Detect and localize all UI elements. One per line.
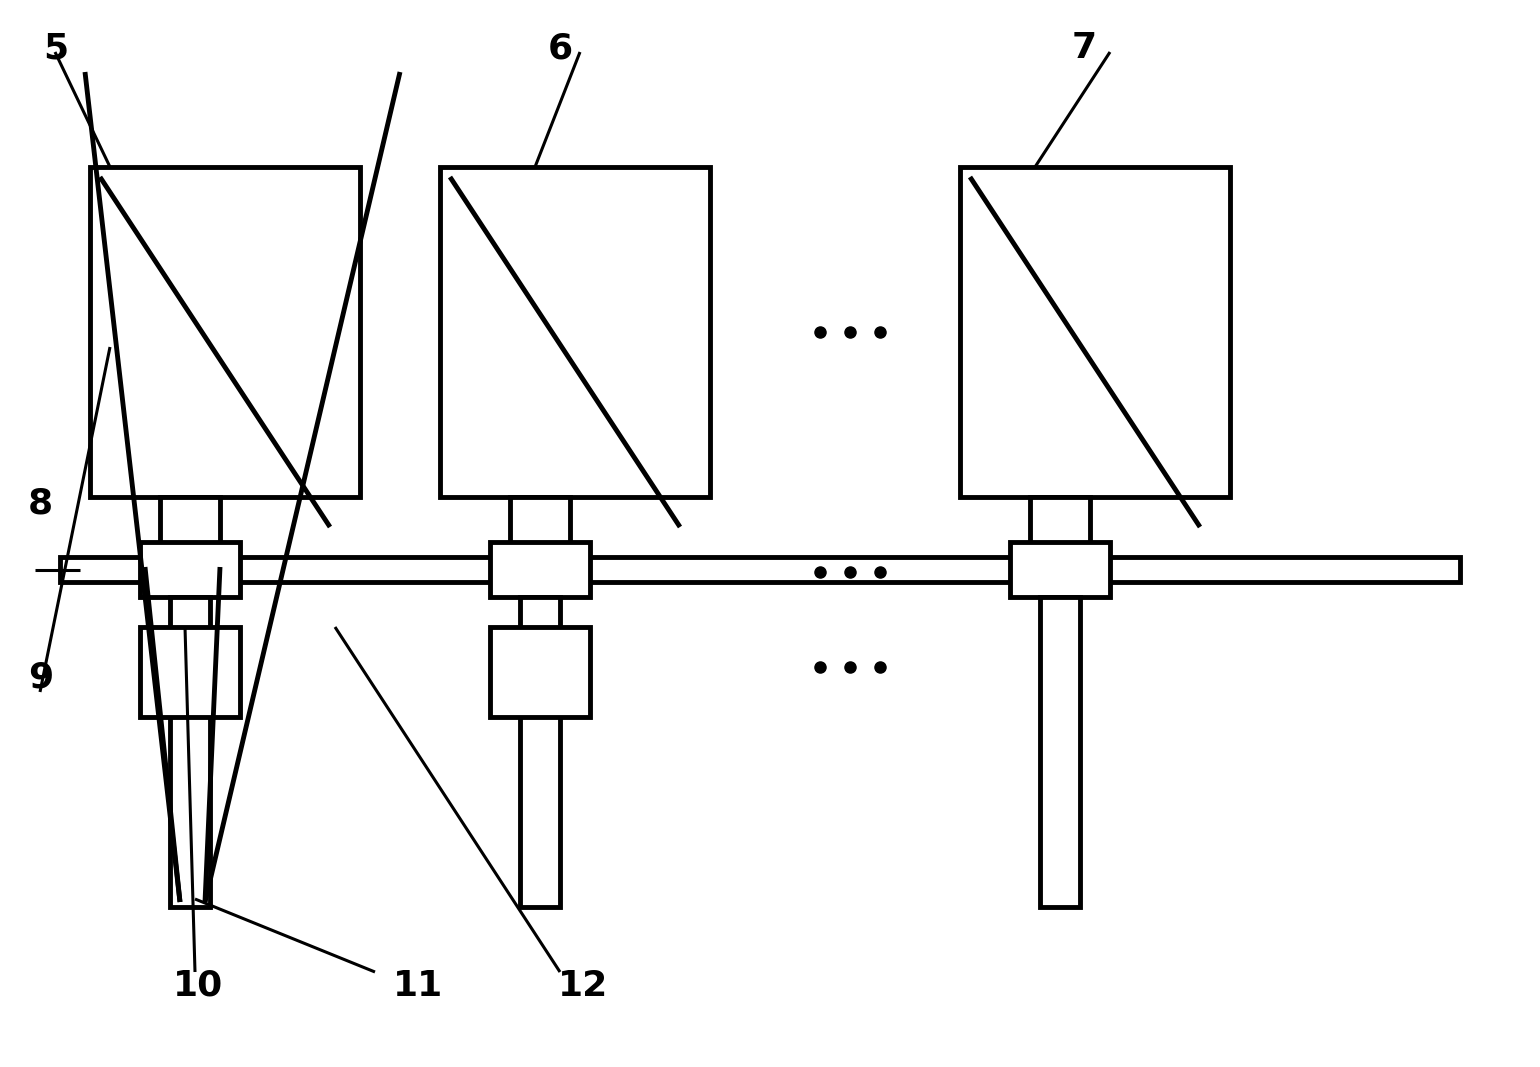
- Bar: [959, 168, 1230, 497]
- Text: 10: 10: [172, 969, 223, 1003]
- Bar: [510, 497, 570, 557]
- Bar: [440, 168, 710, 497]
- Bar: [140, 627, 240, 717]
- Bar: [1040, 598, 1080, 907]
- Text: 12: 12: [557, 969, 608, 1003]
- Bar: [89, 168, 360, 497]
- Bar: [140, 542, 240, 598]
- Bar: [490, 542, 590, 598]
- Text: 9: 9: [28, 660, 52, 695]
- Bar: [490, 627, 590, 717]
- Text: 11: 11: [393, 969, 444, 1003]
- Text: 7: 7: [1072, 31, 1096, 65]
- Text: 5: 5: [43, 31, 68, 65]
- Text: 8: 8: [28, 487, 52, 521]
- Bar: [160, 497, 220, 557]
- Bar: [1010, 542, 1110, 598]
- Bar: [1030, 497, 1090, 557]
- Text: 6: 6: [548, 31, 573, 65]
- Bar: [169, 598, 209, 907]
- Bar: [60, 557, 1460, 582]
- Bar: [521, 598, 561, 907]
